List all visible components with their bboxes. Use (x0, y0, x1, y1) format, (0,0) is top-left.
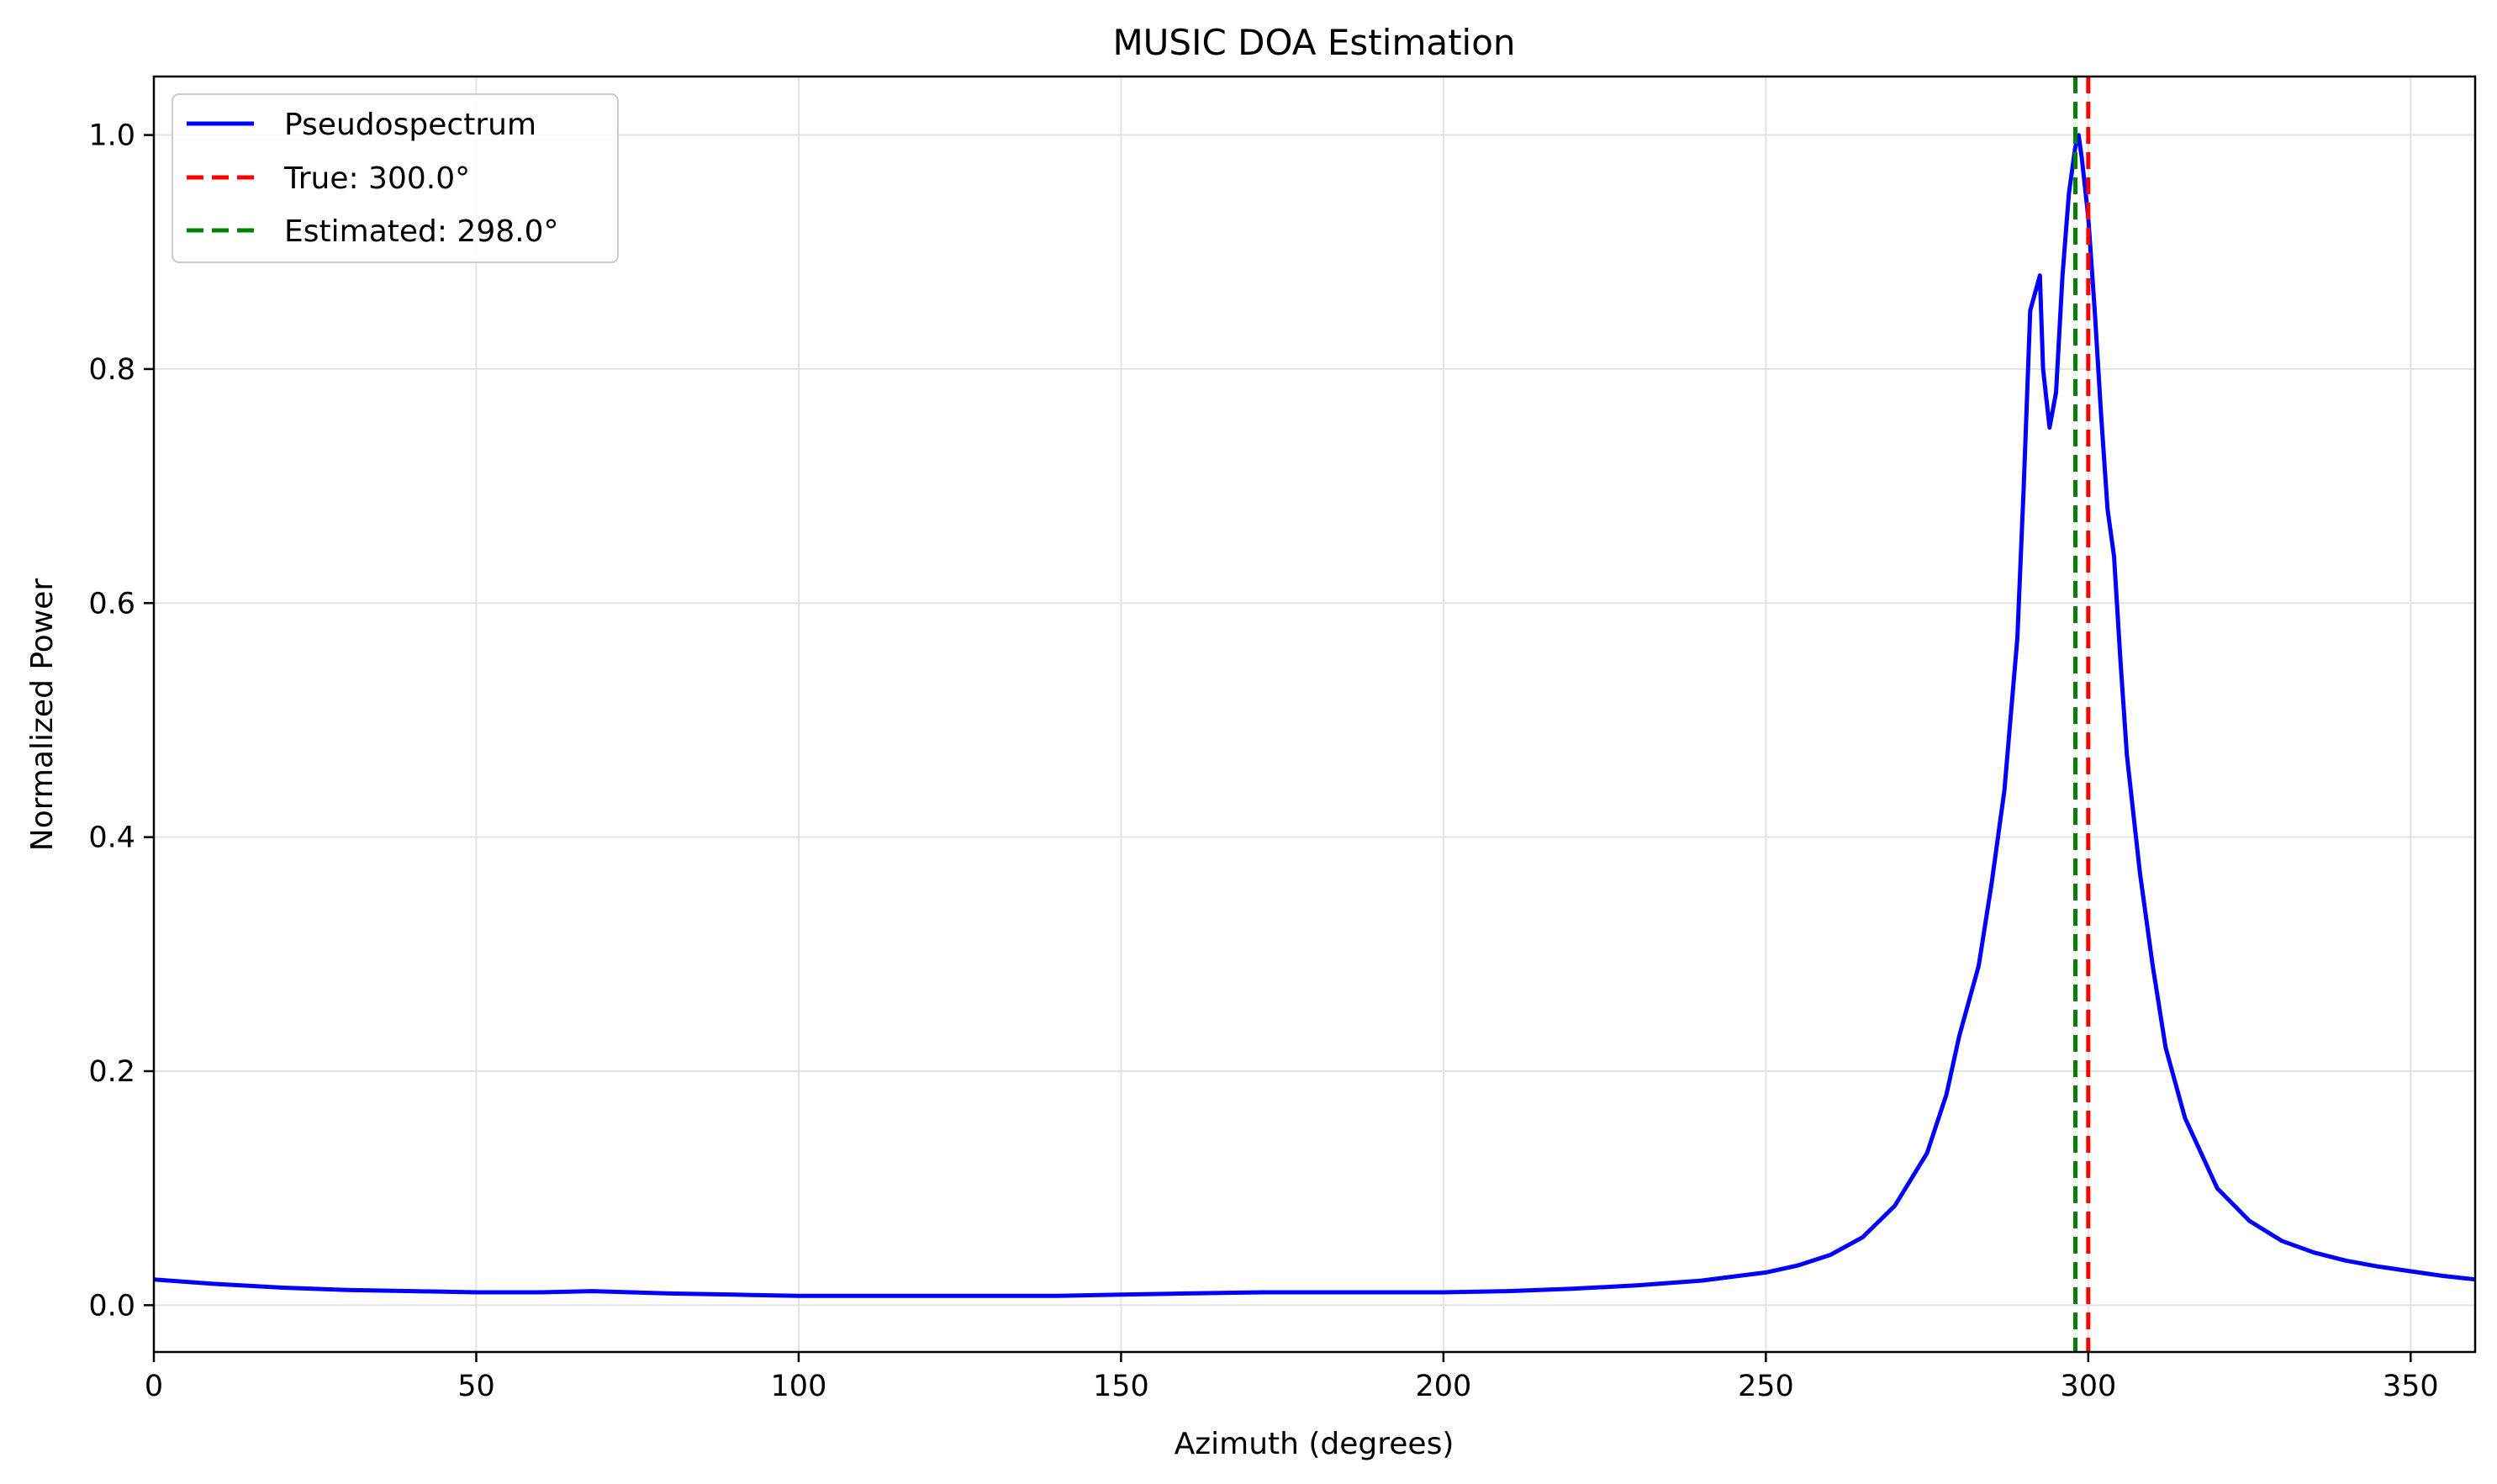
x-tick-label: 50 (457, 1370, 495, 1403)
x-tick-label: 350 (2383, 1370, 2439, 1403)
x-tick-label: 200 (1415, 1370, 1471, 1403)
chart-title: MUSIC DOA Estimation (1112, 22, 1515, 63)
y-axis-label: Normalized Power (25, 578, 60, 852)
y-tick-label: 1.0 (88, 119, 135, 153)
y-axis-ticks: 0.0 0.2 0.4 0.6 0.8 1.0 (88, 119, 154, 1323)
legend-label-pseudospectrum: Pseudospectrum (284, 108, 536, 142)
x-tick-label: 100 (771, 1370, 827, 1403)
x-tick-label: 300 (2060, 1370, 2116, 1403)
pseudospectrum-line (153, 133, 2476, 1298)
y-tick-label: 0.4 (88, 821, 135, 855)
x-tick-label: 150 (1093, 1370, 1149, 1403)
legend-label-true: True: 300.0° (283, 161, 470, 196)
legend-box (172, 93, 619, 263)
x-axis-ticks: 0 50 100 150 200 250 300 350 (145, 1352, 2439, 1403)
y-tick-label: 0.6 (88, 587, 135, 621)
legend: Pseudospectrum True: 300.0° Estimated: 2… (172, 93, 619, 263)
x-axis-label: Azimuth (degrees) (1175, 1427, 1454, 1461)
y-tick-label: 0.8 (88, 353, 135, 387)
x-tick-label: 0 (145, 1370, 163, 1403)
plot-area (153, 77, 2476, 1352)
x-tick-label: 250 (1738, 1370, 1794, 1403)
y-tick-label: 0.2 (88, 1055, 135, 1089)
y-tick-label: 0.0 (88, 1289, 135, 1323)
legend-label-estimated: Estimated: 298.0° (284, 214, 559, 249)
axes-frame (152, 75, 2477, 1354)
